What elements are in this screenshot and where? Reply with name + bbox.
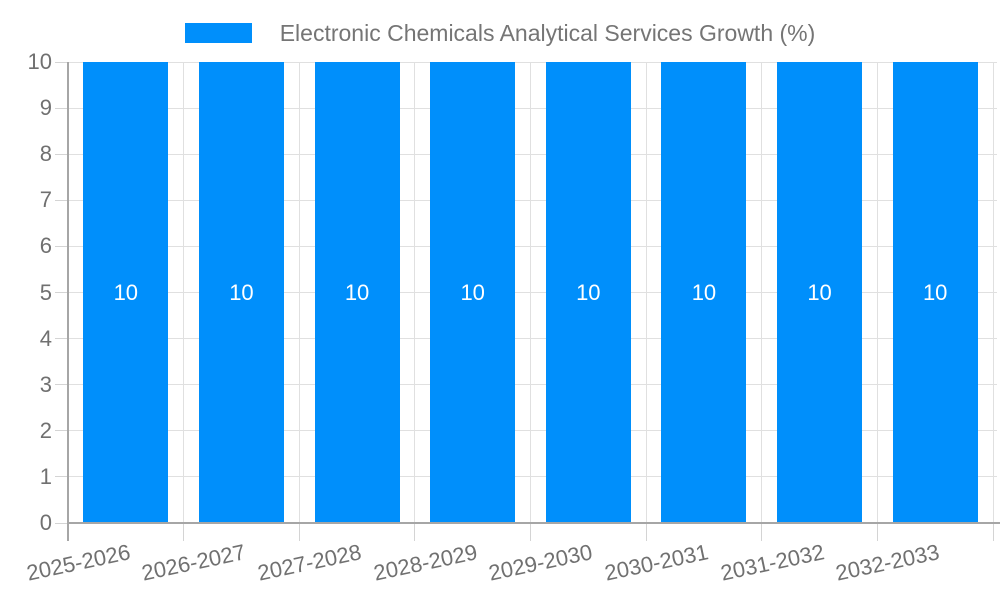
y-axis-tick — [55, 292, 68, 293]
bar-value-label: 10 — [576, 279, 601, 305]
y-axis-tick — [55, 384, 68, 386]
x-axis-tick — [183, 523, 185, 541]
y-axis-tick — [55, 153, 68, 155]
y-axis-tick — [55, 245, 68, 247]
gridline-horizontal — [68, 61, 997, 63]
gridline-horizontal — [68, 384, 997, 386]
gridline-horizontal — [68, 476, 997, 478]
gridline-vertical — [992, 62, 994, 523]
x-axis-tick — [414, 523, 416, 541]
gridline-vertical — [298, 62, 300, 523]
bar-value-label: 10 — [691, 279, 717, 305]
x-axis-tick — [761, 523, 763, 541]
gridline-vertical — [183, 62, 185, 523]
gridline-horizontal — [68, 292, 997, 293]
legend-swatch-icon — [184, 23, 252, 43]
bar[interactable]: 10 — [430, 62, 516, 523]
y-axis-tick-label: 4 — [39, 325, 52, 351]
x-axis-tick — [992, 523, 994, 541]
x-axis-line — [68, 522, 1000, 524]
y-axis-tick — [55, 338, 68, 340]
y-axis-tick — [55, 522, 68, 524]
legend-series-label: Electronic Chemicals Analytical Services… — [279, 20, 816, 46]
y-axis-tick-label: 2 — [39, 417, 52, 443]
gridline-horizontal — [68, 107, 997, 109]
gridline-vertical — [645, 62, 647, 523]
bar-value-label: 10 — [807, 279, 832, 305]
bar[interactable]: 10 — [777, 62, 863, 523]
y-axis-tick — [55, 430, 68, 432]
bar[interactable]: 10 — [661, 62, 747, 523]
y-axis-tick — [55, 199, 68, 201]
y-axis-tick-label: 8 — [39, 141, 52, 167]
bar-value-label: 10 — [922, 279, 948, 305]
bar-value-label: 10 — [113, 279, 139, 305]
bar[interactable]: 10 — [545, 62, 631, 523]
y-axis-tick — [55, 61, 68, 63]
bar-value-label: 10 — [229, 279, 254, 305]
y-axis-tick-label: 5 — [39, 279, 52, 305]
gridline-vertical — [876, 62, 878, 523]
gridline-horizontal — [68, 245, 997, 247]
x-axis-tick — [530, 523, 531, 541]
gridline-vertical — [761, 62, 763, 523]
bar-value-label: 10 — [344, 279, 370, 305]
gridline-vertical — [530, 62, 531, 523]
gridline-horizontal — [68, 430, 997, 432]
legend: Electronic Chemicals Analytical Services… — [0, 20, 1000, 46]
y-axis-line — [67, 62, 69, 541]
y-axis-tick-label: 0 — [39, 510, 52, 535]
y-axis-tick-label: 10 — [27, 49, 52, 74]
x-axis-tick — [298, 523, 300, 541]
bar-value-label: 10 — [460, 279, 485, 305]
bar[interactable]: 10 — [892, 62, 978, 523]
x-axis-tick — [876, 523, 878, 541]
gridline-horizontal — [68, 199, 997, 201]
gridline-horizontal — [68, 338, 997, 340]
bar[interactable]: 10 — [314, 62, 400, 523]
x-axis-tick — [645, 523, 647, 541]
y-axis-tick-label: 7 — [39, 187, 52, 213]
y-axis-tick-label: 6 — [39, 233, 52, 259]
gridline-horizontal — [68, 153, 997, 155]
bar[interactable]: 10 — [198, 62, 284, 523]
y-axis-tick — [55, 476, 68, 478]
y-axis-tick-label: 1 — [39, 463, 52, 489]
gridline-vertical — [414, 62, 416, 523]
y-axis-tick — [55, 107, 68, 109]
y-axis-tick-label: 9 — [39, 95, 52, 121]
y-axis-tick-label: 3 — [39, 371, 52, 397]
bar[interactable]: 10 — [83, 62, 169, 523]
legend-item[interactable]: Electronic Chemicals Analytical Services… — [184, 20, 816, 46]
